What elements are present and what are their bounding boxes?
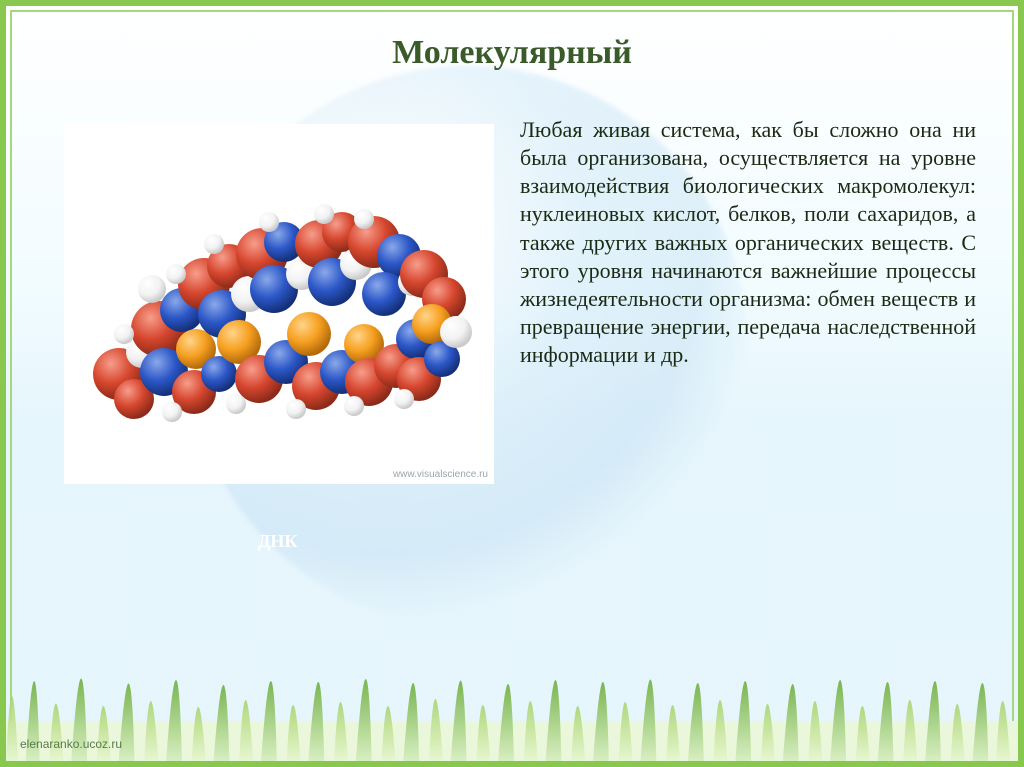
molecule-figure: www.visualscience.ru bbox=[64, 124, 494, 484]
body-text: Любая живая система, как бы сложно она н… bbox=[520, 116, 976, 369]
molecule-credit: www.visualscience.ru bbox=[393, 469, 488, 480]
dna-label: ДНК bbox=[258, 531, 297, 552]
footer-site-credit: elenaranko.ucoz.ru bbox=[20, 737, 122, 751]
dna-molecule-icon bbox=[64, 124, 494, 484]
slide-frame: Молекулярный bbox=[0, 0, 1024, 767]
page-title: Молекулярный bbox=[6, 34, 1018, 72]
